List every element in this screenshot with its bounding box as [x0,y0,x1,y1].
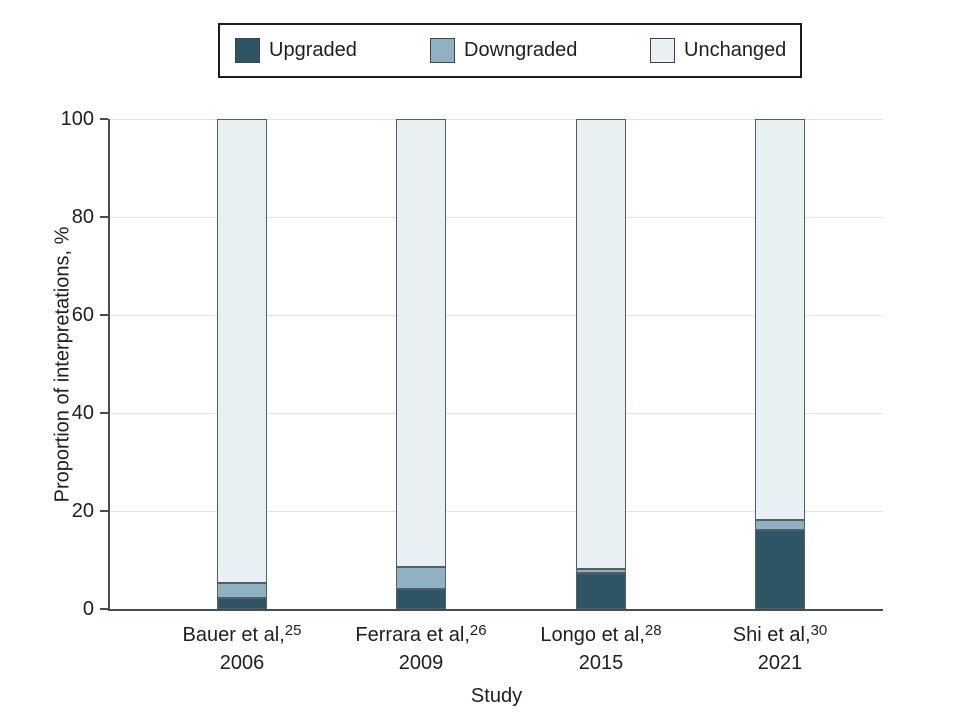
y-tick-label-0: 0 [82,598,94,620]
bar-segment-downgraded-2015 [576,569,626,574]
bar-2006 [217,119,267,609]
x-label-2021: Shi et al,30 2021 [690,621,870,677]
x-label-2006: Bauer et al,25 2006 [152,621,332,677]
x-label-author: Longo et al,28 [540,622,662,646]
y-tick-label-40: 40 [71,402,94,424]
bar-segment-downgraded-2021 [755,519,805,530]
legend-label-upgraded: Upgraded [269,39,357,61]
x-label-author: Shi et al,30 [732,622,828,646]
y-tick-label-60: 60 [71,304,94,326]
gridline-100 [110,118,883,120]
gridline-20 [110,510,883,512]
x-label-reference-superscript: 30 [810,622,828,639]
y-tick-40 [100,412,108,414]
x-label-2015: Longo et al,28 2015 [511,621,691,677]
y-tick-100 [100,118,108,120]
x-label-reference-superscript: 25 [284,622,302,639]
legend-item-upgraded: Upgraded [235,25,357,76]
bar-segment-unchanged-2009 [396,119,446,567]
y-tick-label-80: 80 [71,206,94,228]
gridline-60 [110,314,883,316]
y-tick-label-20: 20 [71,500,94,522]
gridline-40 [110,412,883,414]
bar-segment-upgraded-2006 [217,597,267,609]
x-axis-line [108,609,883,611]
bar-segment-upgraded-2009 [396,588,446,609]
x-label-year: 2006 [219,652,265,674]
x-label-author: Bauer et al,25 [182,622,302,646]
bar-segment-downgraded-2006 [217,582,267,598]
bar-segment-unchanged-2006 [217,119,267,583]
y-tick-80 [100,216,108,218]
bar-segment-downgraded-2009 [396,566,446,589]
legend-item-downgraded: Downgraded [430,25,577,76]
legend-swatch-upgraded [235,38,260,63]
bar-2009 [396,119,446,609]
legend-item-unchanged: Unchanged [650,25,786,76]
bar-2015 [576,119,626,609]
x-label-2009: Ferrara et al,26 2009 [331,621,511,677]
y-axis-title: Proportion of interpretations, % [42,119,84,609]
plot-area: 0 20 40 60 80 100 [61,108,883,620]
legend-label-downgraded: Downgraded [464,39,578,61]
y-tick-60 [100,314,108,316]
x-label-reference-superscript: 26 [469,622,487,639]
bar-segment-unchanged-2021 [755,119,805,520]
x-label-year: 2015 [578,652,624,674]
x-axis-title: Study [470,685,523,707]
legend-swatch-unchanged [650,38,675,63]
y-tick-0 [100,608,108,610]
y-axis-title-text: Proportion of interpretations, % [51,226,74,502]
bar-segment-upgraded-2021 [755,529,805,609]
legend-swatch-downgraded [430,38,455,63]
y-axis-line [108,119,110,609]
bar-2021 [755,119,805,609]
legend: Upgraded Downgraded Unchanged [218,23,802,78]
bar-segment-upgraded-2015 [576,573,626,609]
bar-segment-unchanged-2015 [576,119,626,570]
x-label-author: Ferrara et al,26 [355,622,487,646]
legend-label-unchanged: Unchanged [684,39,787,61]
y-tick-label-100: 100 [60,108,94,130]
x-label-reference-superscript: 28 [644,622,662,639]
x-label-year: 2009 [398,652,444,674]
gridline-80 [110,216,883,218]
x-label-year: 2021 [757,652,803,674]
y-tick-20 [100,510,108,512]
